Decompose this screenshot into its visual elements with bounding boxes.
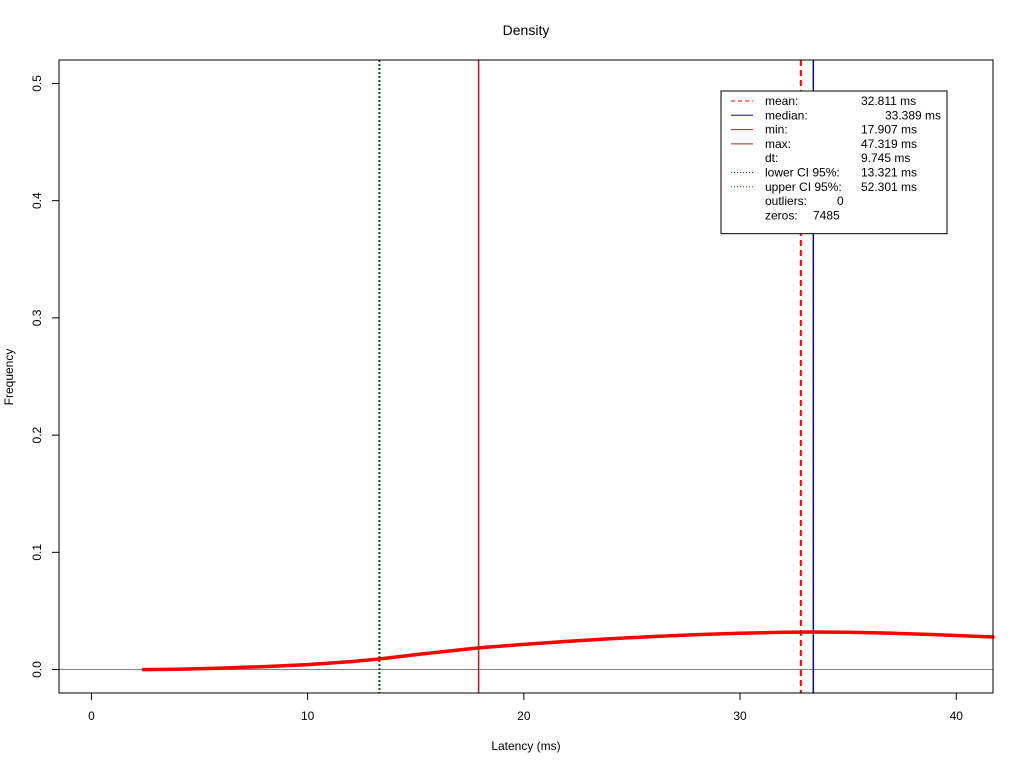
density-curve-group (141, 630, 995, 672)
y-axis-label: Frequency (2, 349, 16, 406)
legend-value: 52.301 ms (861, 180, 917, 194)
legend-box (720, 90, 948, 235)
legend-value: 33.389 ms (885, 108, 941, 122)
legend-label: max: (765, 137, 791, 151)
x-tick-label: 20 (517, 709, 531, 723)
legend-label: median: (765, 108, 808, 122)
legend-value: 17.907 ms (861, 123, 917, 137)
legend-label: outliers: (765, 194, 807, 208)
y-tick-label: 0.3 (30, 309, 44, 326)
legend-label: upper CI 95%: (765, 180, 842, 194)
legend-value: 13.321 ms (861, 166, 917, 180)
legend-value: 0 (837, 194, 844, 208)
x-axis-label: Latency (ms) (491, 739, 560, 753)
legend-value: 7485 (813, 208, 840, 222)
x-tick-label: 10 (301, 709, 315, 723)
x-tick-label: 30 (733, 709, 747, 723)
legend-label: dt: (765, 151, 778, 165)
legend-label: lower CI 95%: (765, 166, 840, 180)
legend: mean: 32.811 ms median: 33.389 ms min: 17.907… (720, 90, 948, 235)
legend-label: mean: (765, 94, 798, 108)
plot-frame (58, 59, 994, 694)
density-curve (141, 630, 995, 672)
x-tick-label: 40 (950, 709, 964, 723)
legend-value: 32.811 ms (861, 94, 916, 108)
legend-value: 9.745 ms (861, 151, 910, 165)
y-tick-label: 0.4 (30, 192, 44, 209)
y-tick-label: 0.5 (30, 75, 44, 92)
x-tick-label: 0 (88, 709, 95, 723)
y-tick-label: 0.1 (30, 544, 44, 561)
legend-label: min: (765, 123, 788, 137)
chart-title: Density (503, 22, 550, 38)
y-tick-label: 0.2 (30, 426, 44, 443)
y-tick-label: 0.0 (30, 661, 44, 678)
legend-label: zeros: (765, 208, 798, 222)
legend-value: 47.319 ms (861, 137, 917, 151)
